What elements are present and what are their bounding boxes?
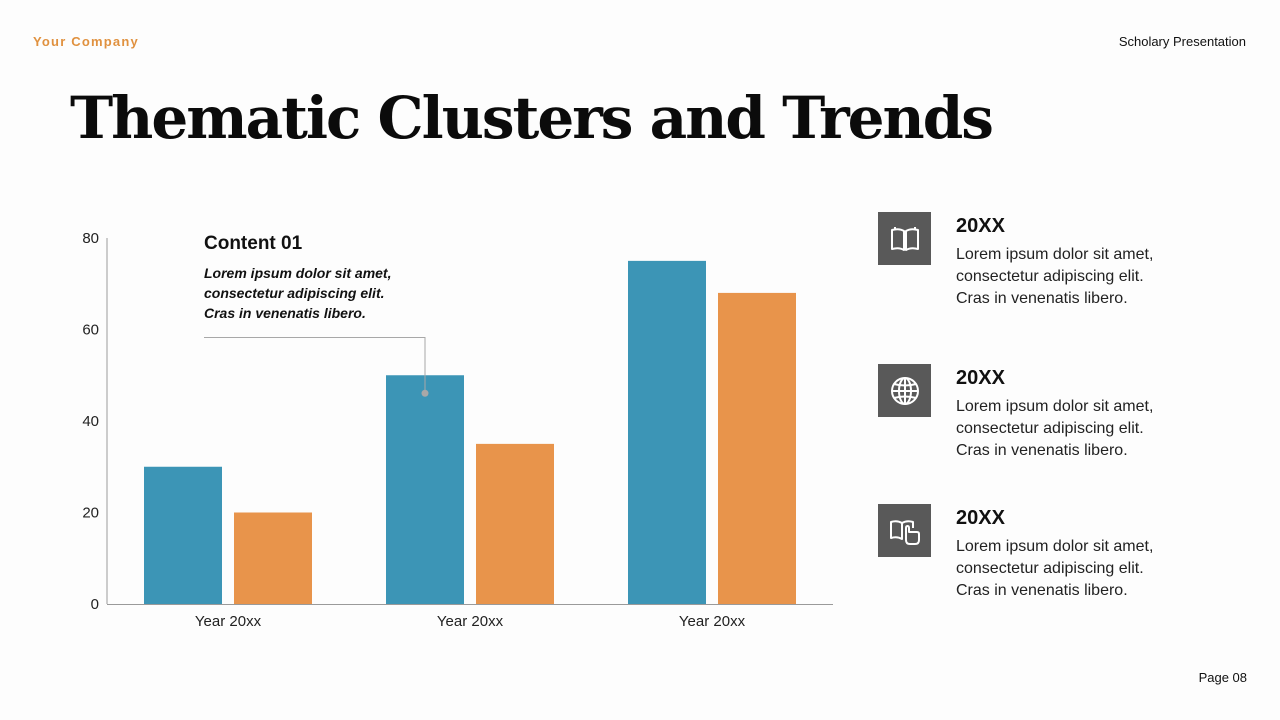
callout-body: Lorem ipsum dolor sit amet, consectetur …	[204, 263, 464, 323]
side-item-year: 20XX	[956, 215, 1005, 237]
x-tick-label: Year 20xx	[195, 613, 262, 630]
side-item-line: Lorem ipsum dolor sit amet,	[956, 538, 1154, 555]
side-item-line: consectetur adipiscing elit.	[956, 420, 1144, 437]
callout-line: Cras in venenatis libero.	[204, 305, 366, 321]
side-item-line: Cras in venenatis libero.	[956, 290, 1128, 307]
y-tick-label: 20	[82, 505, 99, 522]
x-tick-label: Year 20xx	[679, 613, 746, 630]
y-tick-label: 0	[91, 596, 99, 613]
page-number: Page 08	[1198, 670, 1247, 685]
callout-leader-dot	[421, 389, 429, 397]
presentation-name: Scholary Presentation	[1118, 34, 1246, 49]
y-tick-label: 80	[82, 230, 99, 247]
side-item-line: consectetur adipiscing elit.	[956, 268, 1144, 285]
company-name: Your Company	[33, 34, 139, 49]
bar-2-3	[718, 292, 796, 604]
side-item-line: consectetur adipiscing elit.	[956, 560, 1144, 577]
bar-1-2	[386, 375, 464, 604]
x-tick-label: Year 20xx	[437, 613, 504, 630]
bar-1-3	[628, 260, 706, 604]
bar-1-1	[144, 466, 222, 604]
page-title: Thematic Clusters and Trends	[70, 84, 994, 152]
callout-line: Lorem ipsum dolor sit amet,	[204, 265, 392, 281]
side-item-year: 20XX	[956, 367, 1005, 389]
side-item-year: 20XX	[956, 507, 1005, 529]
side-item-line: Cras in venenatis libero.	[956, 442, 1128, 459]
side-item-line: Lorem ipsum dolor sit amet,	[956, 398, 1154, 415]
y-tick-label: 40	[82, 413, 99, 430]
globe-icon	[878, 364, 931, 417]
open-book-icon	[878, 212, 931, 265]
bar-chart: 0 20 40 60 80 Year 20xx Year 20xx Year 20xx	[82, 230, 833, 630]
bar-2-2	[476, 443, 554, 604]
callout-title: Content 01	[204, 233, 303, 254]
bar-2-1	[234, 512, 312, 604]
book-hand-icon	[878, 504, 931, 557]
side-item-line: Lorem ipsum dolor sit amet,	[956, 246, 1154, 263]
side-item-line: Cras in venenatis libero.	[956, 582, 1128, 599]
y-tick-label: 60	[82, 322, 99, 339]
callout-line: consectetur adipiscing elit.	[204, 285, 385, 301]
callout-leader-line	[204, 337, 426, 394]
chart-callout: Content 01 Lorem ipsum dolor sit amet, c…	[204, 233, 464, 323]
